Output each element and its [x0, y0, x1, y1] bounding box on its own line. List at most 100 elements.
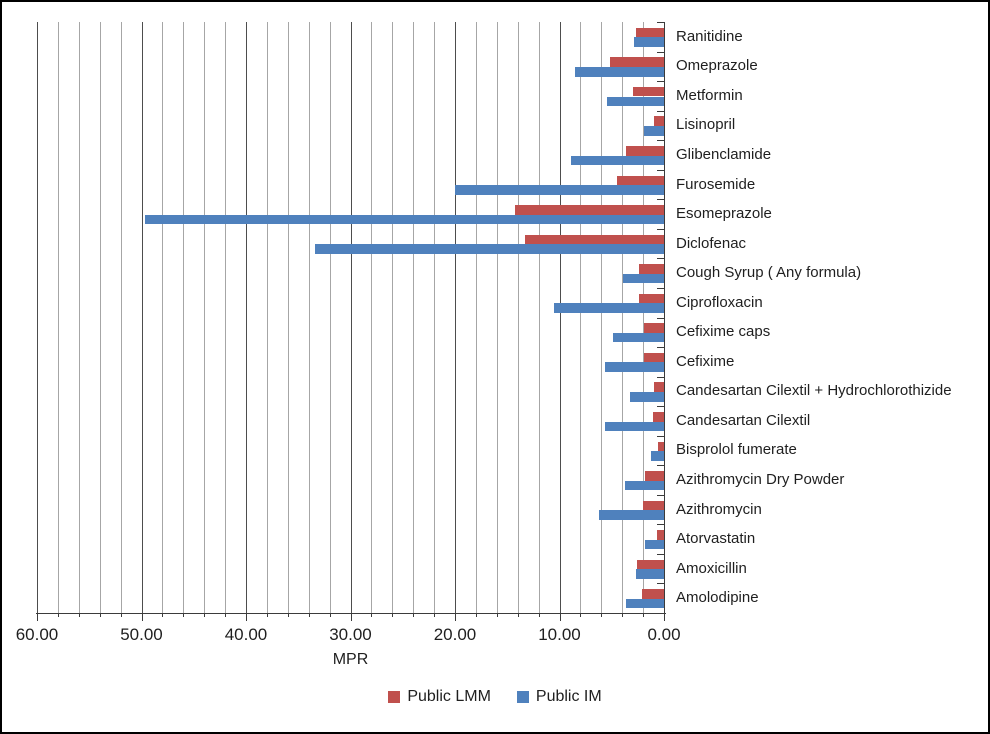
legend-label-public-lmm: Public LMM — [407, 688, 491, 705]
bar-public-im-omeprazole — [575, 66, 664, 77]
major-x-tick — [455, 613, 456, 621]
major-gridline — [141, 22, 143, 613]
bar-public-im-cefixime — [605, 362, 664, 373]
bar-public-lmm-azithromycin-dry-powder — [645, 471, 664, 481]
bar-public-im-cough-syrup-any-formula — [623, 273, 664, 284]
major-x-tick — [37, 613, 38, 621]
minor-gridline — [287, 22, 289, 613]
minor-x-tick — [580, 613, 582, 617]
major-x-tick — [350, 613, 352, 621]
major-x-tick — [141, 613, 143, 621]
minor-x-tick — [99, 613, 101, 617]
minor-gridline — [78, 22, 80, 613]
bar-public-im-atorvastatin — [645, 539, 664, 550]
minor-gridline — [475, 22, 477, 613]
minor-x-tick — [622, 613, 624, 617]
minor-x-tick — [183, 613, 185, 617]
category-label-lisinopril: Lisinopril — [676, 116, 736, 134]
category-tick — [657, 494, 664, 496]
major-gridline — [455, 22, 456, 613]
category-label-esomeprazole: Esomeprazole — [676, 205, 772, 223]
bar-public-lmm-omeprazole — [609, 57, 664, 67]
minor-gridline — [622, 22, 624, 613]
category-label-amoxicillin: Amoxicillin — [676, 559, 747, 577]
category-tick — [657, 258, 664, 260]
minor-x-tick — [78, 613, 80, 617]
bar-public-lmm-glibenclamide — [626, 146, 664, 156]
minor-gridline — [643, 22, 645, 613]
bar-public-im-diclofenac — [314, 244, 664, 254]
bar-public-im-cefixime-caps — [612, 332, 664, 343]
category-label-diclofenac: Diclofenac — [676, 234, 747, 252]
bar-public-lmm-esomeprazole — [514, 205, 664, 215]
category-tick — [657, 228, 664, 230]
minor-gridline — [120, 22, 122, 613]
category-tick — [657, 583, 664, 585]
bar-public-lmm-lisinopril — [653, 116, 664, 127]
minor-gridline — [329, 22, 331, 613]
minor-x-tick — [643, 613, 645, 617]
minor-x-tick — [204, 613, 206, 617]
bar-public-lmm-furosemide — [616, 175, 664, 186]
minor-x-tick — [120, 613, 122, 617]
bar-public-lmm-cefixime — [644, 352, 664, 363]
bar-public-lmm-metformin — [632, 86, 664, 97]
x-tick-label: 10.00 — [538, 625, 581, 644]
bar-public-lmm-cefixime-caps — [644, 323, 664, 333]
category-label-bisprolol-fumerate: Bisprolol fumerate — [676, 441, 797, 459]
legend-item-public-im: Public IM — [516, 688, 602, 706]
category-tick — [657, 406, 664, 408]
category-tick — [657, 22, 664, 23]
major-gridline — [559, 22, 561, 613]
category-label-omeprazole: Omeprazole — [676, 57, 758, 75]
major-x-tick — [246, 613, 247, 621]
x-tick-label: 20.00 — [433, 625, 477, 644]
category-tick — [657, 140, 664, 142]
bar-public-lmm-ciprofloxacin — [638, 293, 664, 304]
minor-gridline — [308, 22, 310, 613]
category-tick — [657, 347, 664, 349]
category-tick — [657, 110, 664, 112]
x-tick-label: 30.00 — [329, 625, 372, 644]
minor-x-tick — [266, 613, 268, 617]
minor-x-tick — [287, 613, 289, 617]
minor-gridline — [601, 22, 603, 613]
bar-public-im-esomeprazole — [144, 214, 664, 225]
legend: Public LMM Public IM — [0, 688, 990, 706]
bar-public-im-ranitidine — [633, 37, 664, 47]
minor-x-tick — [371, 613, 373, 617]
category-tick — [657, 51, 664, 53]
minor-gridline — [57, 22, 59, 613]
minor-gridline — [496, 22, 498, 613]
bar-public-lmm-candesartan-cilextil — [652, 411, 664, 422]
major-gridline — [350, 22, 352, 613]
category-label-furosemide: Furosemide — [676, 175, 756, 193]
category-label-cough-syrup-any-formula: Cough Syrup ( Any formula) — [676, 264, 862, 282]
minor-x-tick — [538, 613, 540, 617]
category-label-atorvastatin: Atorvastatin — [676, 530, 756, 548]
category-label-ciprofloxacin: Ciprofloxacin — [676, 293, 763, 311]
x-tick-label: 40.00 — [224, 625, 268, 644]
minor-x-tick — [601, 613, 603, 617]
legend-swatch-public-im-icon — [516, 691, 529, 703]
minor-gridline — [99, 22, 101, 613]
category-tick — [657, 169, 664, 171]
category-axis-line — [663, 22, 665, 614]
bar-public-lmm-amoxicillin — [636, 559, 664, 570]
bar-public-im-bisprolol-fumerate — [651, 451, 664, 461]
category-tick — [657, 81, 664, 83]
bar-public-im-azithromycin-dry-powder — [625, 480, 664, 491]
minor-x-tick — [517, 613, 519, 617]
category-label-azithromycin-dry-powder: Azithromycin Dry Powder — [676, 471, 845, 489]
bar-public-lmm-azithromycin — [643, 500, 664, 511]
bar-public-im-metformin — [606, 96, 664, 107]
category-label-amolodipine: Amolodipine — [676, 589, 759, 607]
bar-public-im-amoxicillin — [635, 569, 664, 579]
legend-item-public-lmm: Public LMM — [388, 688, 491, 706]
bar-public-im-amolodipine — [626, 598, 664, 609]
bar-public-lmm-candesartan-cilextil-hydrochlorothizide — [653, 382, 664, 392]
minor-x-tick — [225, 613, 227, 617]
minor-gridline — [538, 22, 540, 613]
category-label-metformin: Metformin — [676, 86, 743, 104]
